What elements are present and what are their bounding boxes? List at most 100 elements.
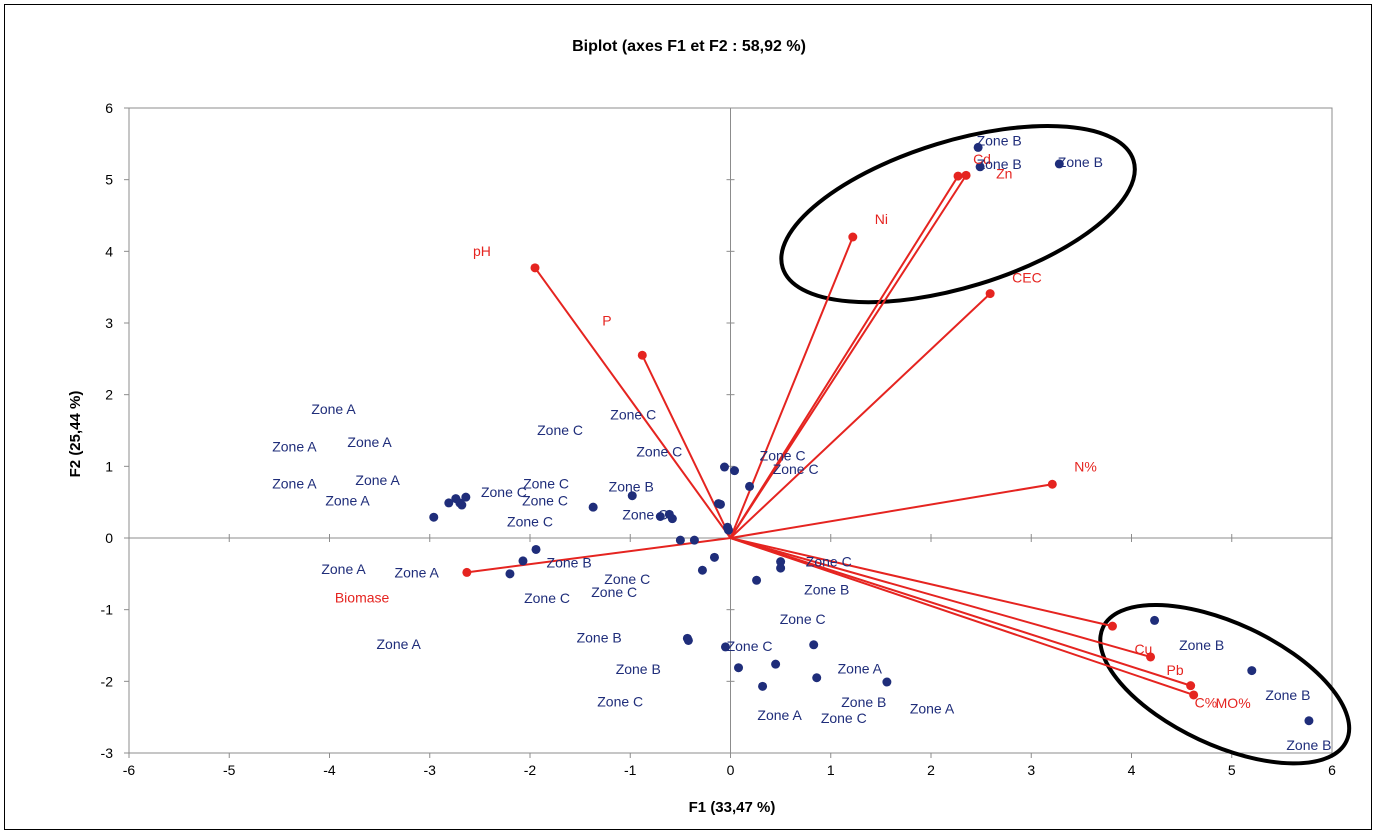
observation-label: Zone B [609,478,654,494]
observation-point [1247,666,1257,676]
observation-point [809,640,819,650]
observation-point [627,491,637,501]
observation-label: Zone C [806,554,852,570]
observation-label: Zone B [577,630,622,646]
observation-point [1054,159,1064,169]
observation-point [812,673,822,683]
observation-label: Zone C [507,514,553,530]
observation-label: Zone A [325,493,370,509]
x-tick-label: -6 [123,762,136,778]
observation-point [667,514,677,524]
variable-label-cu: Cu [1134,641,1152,657]
observation-label: Zone C [537,422,583,438]
y-tick-label: -3 [101,745,114,761]
variable-vectors-layer [462,170,1199,700]
y-tick-label: 2 [105,387,113,403]
observation-label: Zone A [272,476,317,492]
observation-label: Zone B [547,554,592,570]
ellipses-layer [779,123,1352,766]
variable-point-ph [530,263,540,273]
observation-point [655,512,665,521]
y-tick-label: 3 [105,315,113,331]
variable-point-p [637,350,647,360]
observation-point [758,681,768,691]
observation-point [975,162,985,172]
observation-point [973,142,983,152]
observation-label: Zone A [321,561,366,577]
observation-point [734,663,744,673]
observation-point [588,502,598,512]
variable-vector-cd [729,175,959,539]
y-axis-title: F2 (25,44 %) [67,391,84,478]
observation-point [709,552,719,562]
observation-point [531,544,541,554]
observation-label: Zone C [523,476,569,492]
variable-label-zn: Zn [996,165,1012,181]
observation-label: Zone C [780,611,826,627]
observation-label: Zone B [841,694,886,710]
observation-label: Zone B [1058,154,1103,170]
observation-point [720,642,730,652]
variable-vector-n-pct [730,483,1053,539]
observation-label: Zone B [977,156,1022,172]
variable-vector-cu [730,537,1113,628]
x-tick-label: -3 [424,762,437,778]
observation-label: Zone C [604,571,650,587]
observation-point [776,563,786,573]
variable-point-pb [1146,652,1156,662]
observation-label: Zone C [481,484,527,500]
observation-point [675,535,685,545]
observation-label: Zone A [311,401,356,417]
observation-label: Zone A [347,434,392,450]
observation-point [457,500,467,510]
chart-title: Biplot (axes F1 et F2 : 58,92 %) [572,38,806,55]
observation-point [715,499,725,509]
observation-label: Zone C [597,693,643,709]
x-tick-label: 4 [1128,762,1136,778]
variable-vector-pb [730,537,1151,658]
observation-point [752,575,762,585]
variable-label-mo-pct: MO% [1216,695,1251,711]
observation-label: Zone B [977,132,1022,148]
y-tick-label: -1 [101,602,114,618]
x-tick-label: -5 [223,762,236,778]
observation-point [518,556,528,566]
observation-label: Zone A [757,707,802,723]
variable-label-n-pct: N% [1074,458,1097,474]
observation-label: Zone C [821,710,867,726]
y-tick-label: 0 [105,530,113,546]
variable-vector-biomase [466,537,731,574]
y-tick-label: 5 [105,172,113,188]
variable-label-cd: Cd [973,151,991,167]
variable-label-ph: pH [473,243,491,259]
x-tick-label: 0 [727,762,735,778]
observation-label: Zone C [591,584,637,600]
variable-vector-cec [729,292,991,539]
variable-vector-p [641,354,732,539]
variable-point-n-pct [1047,479,1057,489]
observation-label: Zone C [727,638,773,654]
observation-point [882,677,892,687]
observation-label: Zone C [760,448,806,464]
observation-label: Zone B [1265,687,1310,703]
variable-label-pb: Pb [1167,662,1184,678]
observation-point [1304,716,1314,726]
observation-point [444,498,454,508]
y-tick-label: 4 [105,243,113,259]
observation-point [697,565,707,575]
x-tick-label: -2 [524,762,537,778]
variable-vector-zn [729,174,967,539]
variable-label-c-pct: C% [1195,695,1218,711]
chart-frame [4,4,1372,830]
variable-vector-mo-pct [730,537,1194,696]
tick-labels-layer: -6 -5 -4 -3 -2 -1 0 1 2 3 4 5 6 6 5 4 3 2 1 0 -1 -2 -3 [101,100,1337,778]
observation-label: Zone C [522,493,568,509]
observation-point [730,466,740,476]
variable-label-ni: Ni [875,211,888,227]
observation-label: Zone B [804,582,849,598]
observation-label: Zone C [610,407,656,423]
variable-point-biomase [462,567,472,577]
observation-label: Zone C [636,443,682,459]
